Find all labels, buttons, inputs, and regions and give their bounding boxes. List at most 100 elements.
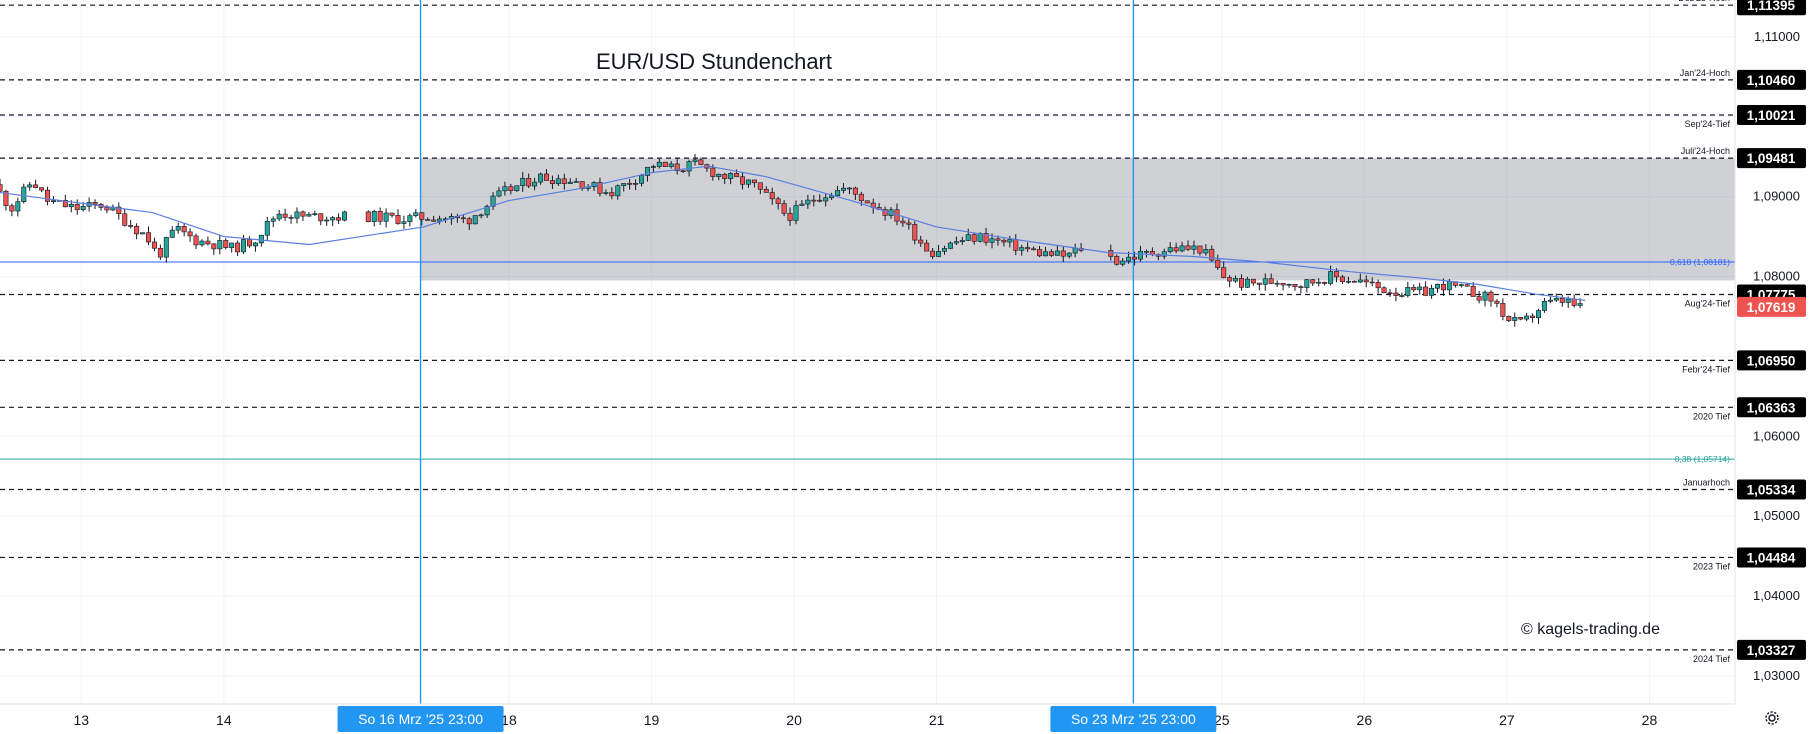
candle-up[interactable] bbox=[1262, 278, 1268, 285]
candle-down[interactable] bbox=[1494, 300, 1500, 304]
candle-down[interactable] bbox=[1001, 239, 1007, 243]
candle-down[interactable] bbox=[62, 200, 68, 208]
candle-up[interactable] bbox=[496, 190, 502, 197]
candle-up[interactable] bbox=[472, 215, 478, 225]
candle-down[interactable] bbox=[740, 176, 746, 185]
candle-down[interactable] bbox=[33, 184, 39, 188]
candle-down[interactable] bbox=[543, 173, 549, 181]
candle-down[interactable] bbox=[1298, 286, 1304, 288]
candle-down[interactable] bbox=[900, 220, 906, 224]
candle-up[interactable] bbox=[413, 212, 419, 216]
candle-down[interactable] bbox=[662, 161, 668, 167]
candle-down[interactable] bbox=[698, 159, 704, 165]
candle-up[interactable] bbox=[532, 181, 538, 187]
candle-up[interactable] bbox=[1244, 278, 1250, 288]
candle-down[interactable] bbox=[193, 235, 199, 246]
candle-up[interactable] bbox=[1126, 256, 1132, 262]
candle-up[interactable] bbox=[1565, 298, 1571, 303]
candle-up[interactable] bbox=[1161, 251, 1167, 257]
candle-up[interactable] bbox=[1405, 287, 1411, 296]
candle-down[interactable] bbox=[1411, 287, 1417, 291]
candle-up[interactable] bbox=[1143, 251, 1149, 253]
candle-down[interactable] bbox=[205, 240, 211, 245]
candle-down[interactable] bbox=[680, 170, 686, 172]
candle-up[interactable] bbox=[936, 251, 942, 257]
candle-down[interactable] bbox=[1375, 282, 1381, 289]
candle-down[interactable] bbox=[104, 207, 110, 211]
candle-down[interactable] bbox=[74, 203, 80, 211]
candle-down[interactable] bbox=[223, 240, 229, 248]
candle-up[interactable] bbox=[175, 226, 181, 231]
candle-down[interactable] bbox=[1476, 296, 1482, 301]
candle-up[interactable] bbox=[163, 237, 169, 258]
candle-down[interactable] bbox=[1470, 285, 1476, 297]
candle-up[interactable] bbox=[324, 219, 330, 222]
candle-down[interactable] bbox=[1506, 316, 1512, 321]
candle-up[interactable] bbox=[437, 218, 443, 222]
candle-up[interactable] bbox=[229, 242, 235, 248]
candle-down[interactable] bbox=[0, 184, 3, 192]
candle-up[interactable] bbox=[668, 163, 674, 167]
candle-up[interactable] bbox=[312, 213, 318, 216]
candle-up[interactable] bbox=[615, 185, 621, 197]
candle-up[interactable] bbox=[27, 184, 33, 188]
candle-down[interactable] bbox=[246, 239, 252, 247]
candle-down[interactable] bbox=[858, 193, 864, 202]
candle-up[interactable] bbox=[1435, 283, 1441, 289]
candle-up[interactable] bbox=[1417, 286, 1423, 291]
candle-down[interactable] bbox=[146, 232, 152, 243]
candle-up[interactable] bbox=[306, 214, 312, 217]
candle-down[interactable] bbox=[763, 189, 769, 193]
candle-down[interactable] bbox=[526, 177, 532, 187]
candle-up[interactable] bbox=[621, 183, 627, 187]
candle-up[interactable] bbox=[1042, 251, 1048, 257]
candle-up[interactable] bbox=[567, 181, 573, 184]
candle-up[interactable] bbox=[823, 197, 829, 202]
candle-up[interactable] bbox=[959, 240, 965, 242]
candle-up[interactable] bbox=[1066, 252, 1072, 257]
candle-down[interactable] bbox=[300, 211, 306, 217]
candle-up[interactable] bbox=[241, 239, 247, 253]
candle-down[interactable] bbox=[1013, 239, 1019, 251]
candle-up[interactable] bbox=[555, 178, 561, 184]
candle-down[interactable] bbox=[1559, 298, 1565, 303]
candle-down[interactable] bbox=[92, 202, 98, 205]
candle-up[interactable] bbox=[953, 241, 959, 244]
candle-down[interactable] bbox=[466, 218, 472, 225]
candle-up[interactable] bbox=[264, 221, 270, 236]
candle-up[interactable] bbox=[276, 213, 282, 220]
candle-down[interactable] bbox=[1387, 292, 1393, 295]
candle-up[interactable] bbox=[252, 242, 258, 247]
candle-up[interactable] bbox=[140, 232, 146, 235]
candle-up[interactable] bbox=[1577, 303, 1583, 306]
candle-down[interactable] bbox=[852, 187, 858, 195]
candle-up[interactable] bbox=[1345, 280, 1351, 283]
candle-up[interactable] bbox=[989, 238, 995, 243]
candle-down[interactable] bbox=[710, 167, 716, 177]
candle-up[interactable] bbox=[1054, 250, 1060, 256]
candle-down[interactable] bbox=[419, 212, 425, 220]
candle-down[interactable] bbox=[1173, 247, 1179, 252]
candle-down[interactable] bbox=[395, 215, 401, 224]
candle-down[interactable] bbox=[122, 213, 128, 226]
candle-down[interactable] bbox=[1488, 291, 1494, 302]
candle-up[interactable] bbox=[799, 203, 805, 206]
candle-down[interactable] bbox=[157, 247, 163, 258]
candle-down[interactable] bbox=[365, 211, 371, 222]
candle-down[interactable] bbox=[1048, 251, 1054, 256]
candle-up[interactable] bbox=[728, 173, 734, 179]
candle-down[interactable] bbox=[609, 192, 615, 197]
candle-up[interactable] bbox=[692, 159, 698, 162]
candle-up[interactable] bbox=[407, 215, 413, 223]
candle-down[interactable] bbox=[3, 190, 9, 206]
candle-down[interactable] bbox=[181, 226, 187, 233]
candle-up[interactable] bbox=[371, 210, 377, 222]
candle-down[interactable] bbox=[1209, 248, 1215, 261]
candle-up[interactable] bbox=[484, 205, 490, 216]
candle-up[interactable] bbox=[745, 179, 751, 185]
candle-down[interactable] bbox=[811, 199, 817, 202]
candle-up[interactable] bbox=[941, 248, 947, 252]
candle-down[interactable] bbox=[318, 213, 324, 222]
candle-up[interactable] bbox=[573, 181, 579, 183]
